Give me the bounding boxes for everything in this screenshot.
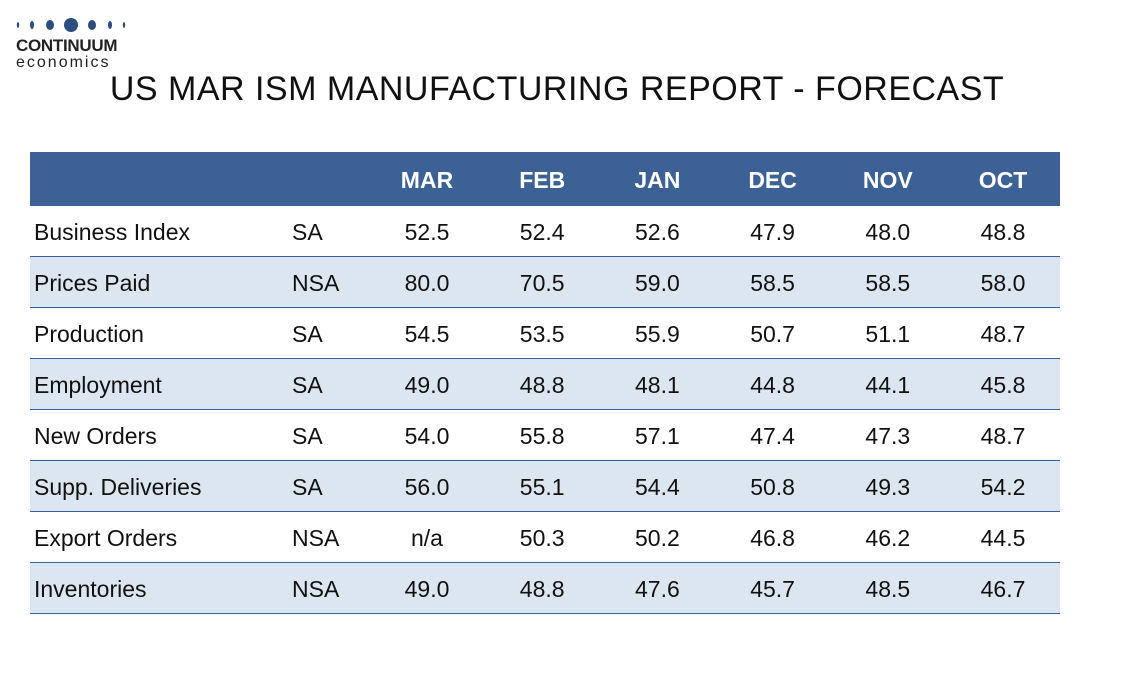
adjustment: SA (292, 321, 323, 347)
cell-value: 50.3 (519, 525, 565, 551)
column-header: DEC (748, 167, 797, 193)
cell-value: 50.7 (750, 321, 795, 347)
table-row: Employment SA 49.0 48.8 48.1 44.8 44.1 45.8 (30, 359, 1060, 410)
cell-value: 45.7 (750, 576, 795, 602)
table-row: Business Index SA 52.5 52.4 52.6 47.9 48.0 48.8 (30, 206, 1060, 257)
cell-value: 44.5 (980, 525, 1026, 551)
adjustment: SA (292, 474, 323, 500)
title: US MAR ISM MANUFACTURING REPORT - FORECA… (109, 70, 1005, 108)
table-row: Production SA 54.5 53.5 55.9 50.7 51.1 48.7 (30, 308, 1060, 359)
column-header: JAN (634, 167, 681, 193)
cell-value: 55.9 (635, 321, 680, 347)
cell-value: 54.4 (635, 474, 680, 500)
cell-value: 52.5 (404, 219, 450, 245)
table-row: Supp. Deliveries SA 56.0 55.1 54.4 50.8 49.3 54… (30, 461, 1060, 512)
table-row: Prices Paid NSA 80.0 70.5 59.0 58.5 58.5 58.0 (30, 257, 1060, 308)
adjustment: NSA (292, 270, 340, 296)
row-label: Business Index (34, 219, 190, 245)
row-label: Production (34, 321, 144, 347)
row-label: Export Orders (34, 525, 178, 551)
cell-value: 44.1 (865, 372, 911, 398)
cell-value: 58.5 (865, 270, 911, 296)
cell-value: 54.2 (980, 474, 1026, 500)
adjustment: SA (292, 219, 323, 245)
column-header: OCT (978, 167, 1028, 193)
cell-value: 80.0 (404, 270, 450, 296)
cell-value: n/a (411, 525, 443, 551)
cell-value: 58.5 (750, 270, 795, 296)
cell-value: 46.8 (750, 525, 795, 551)
row-label: Employment (34, 372, 162, 398)
cell-value: 52.4 (519, 219, 565, 245)
cell-value: 49.0 (404, 576, 450, 602)
cell-value: 48.8 (980, 219, 1026, 245)
table: MAR FEB JAN DEC NOV OCT Business Index SA 52.5 52… (30, 152, 1060, 614)
cell-value: 48.1 (635, 372, 680, 398)
adjustment: NSA (292, 576, 340, 602)
header-row: MAR FEB JAN DEC NOV OCT (30, 152, 1060, 206)
row-label: Inventories (34, 576, 147, 602)
cell-value: 52.6 (635, 219, 680, 245)
cell-value: 54.0 (404, 423, 450, 449)
logo-sub: economics (16, 54, 111, 71)
cell-value: 46.7 (980, 576, 1026, 602)
cell-value: 44.8 (750, 372, 795, 398)
cell-value: 49.0 (404, 372, 450, 398)
cell-value: 55.8 (519, 423, 565, 449)
cell-value: 49.3 (865, 474, 911, 500)
table-row: Export Orders NSA n/a 50.3 50.2 46.8 46.2 44.5 (30, 512, 1060, 563)
cell-value: 50.8 (750, 474, 795, 500)
cell-value: 56.0 (404, 474, 450, 500)
row-label: Prices Paid (34, 270, 151, 296)
cell-value: 45.8 (980, 372, 1026, 398)
table-row: New Orders SA 54.0 55.8 57.1 47.4 47.3 48.7 (30, 410, 1060, 461)
column-header: MAR (400, 167, 454, 193)
cell-value: 47.9 (750, 219, 795, 245)
column-header: FEB (519, 167, 566, 193)
cell-value: 47.6 (635, 576, 680, 602)
cell-value: 47.4 (750, 423, 795, 449)
cell-value: 48.8 (519, 576, 565, 602)
cell-value: 46.2 (865, 525, 911, 551)
cell-value: 55.1 (519, 474, 565, 500)
cell-value: 70.5 (519, 270, 565, 296)
adjustment: SA (292, 372, 323, 398)
cell-value: 48.0 (865, 219, 911, 245)
cell-value: 57.1 (635, 423, 680, 449)
cell-value: 53.5 (519, 321, 565, 347)
cell-value: 51.1 (865, 321, 911, 347)
cell-value: 50.2 (635, 525, 680, 551)
cell-value: 48.8 (519, 372, 565, 398)
cell-value: 47.3 (865, 423, 911, 449)
cell-value: 54.5 (404, 321, 450, 347)
cell-value: 48.5 (865, 576, 911, 602)
logo-dots (16, 18, 126, 32)
logo-name: CONTINUUM (16, 36, 118, 55)
cell-value: 48.7 (980, 423, 1026, 449)
cell-value: 58.0 (980, 270, 1026, 296)
cell-value: 59.0 (635, 270, 680, 296)
column-header: NOV (862, 167, 913, 193)
cell-value: 48.7 (980, 321, 1026, 347)
row-label: Supp. Deliveries (34, 474, 202, 500)
table-row: Inventories NSA 49.0 48.8 47.6 45.7 48.5 46.7 (30, 563, 1060, 614)
adjustment: SA (292, 423, 323, 449)
row-label: New Orders (34, 423, 157, 449)
adjustment: NSA (292, 525, 340, 551)
